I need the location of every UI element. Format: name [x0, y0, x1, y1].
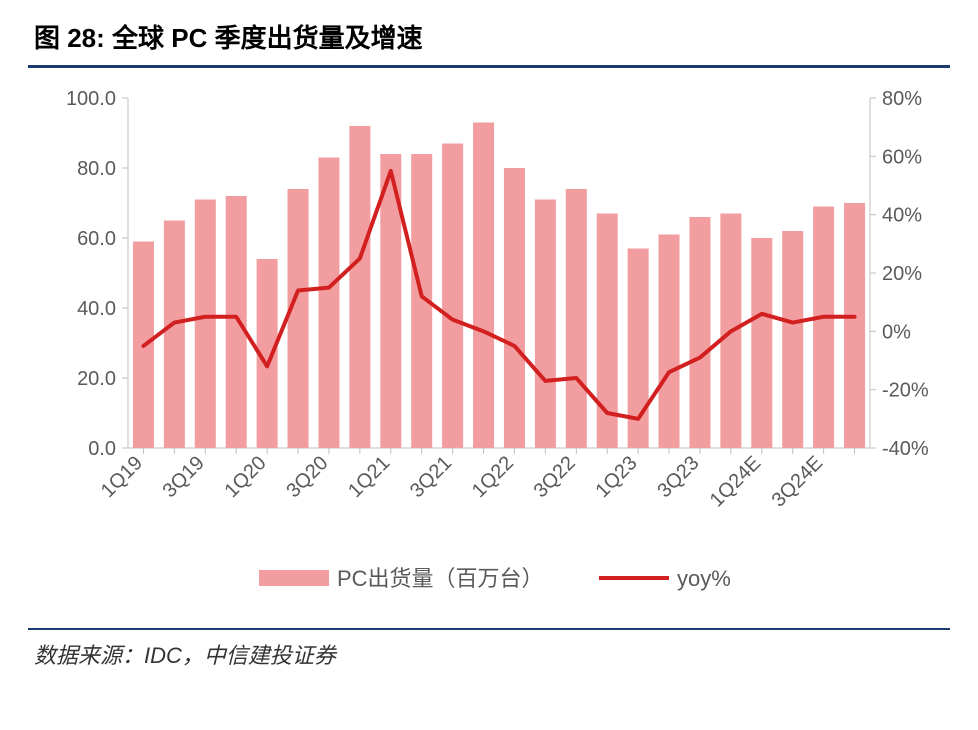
y-right-tick-label: 0%: [882, 321, 911, 343]
footer-rule: [28, 628, 950, 630]
y-right-tick-label: 20%: [882, 263, 922, 285]
x-tick-label: 3Q22: [530, 452, 580, 502]
bar: [659, 235, 680, 449]
chart-plot-area: 0.0 20.0 40.0 60.0 80.0 100.0 -40% -20% 0% 20% 40%…: [28, 68, 950, 628]
x-tick-label: 1Q24E: [706, 452, 766, 512]
bar: [349, 126, 370, 448]
x-tick-label: 3Q19: [159, 452, 209, 502]
bar: [318, 158, 339, 449]
bar: [566, 189, 587, 448]
figure-source: 数据来源：IDC，中信建投证券: [34, 638, 950, 670]
y-right-tick-label: -20%: [882, 380, 929, 402]
legend-line-label: yoy%: [677, 566, 731, 591]
bar: [164, 221, 185, 449]
bar: [195, 200, 216, 449]
x-tick-label: 3Q24E: [768, 452, 828, 512]
bar: [535, 200, 556, 449]
y-right-tick-label: -40%: [882, 438, 929, 460]
bar: [442, 144, 463, 449]
bar: [844, 203, 865, 448]
y-left-tick-label: 0.0: [88, 438, 116, 460]
y-left-tick-label: 100.0: [66, 88, 116, 110]
y-right-tick-label: 80%: [882, 88, 922, 110]
x-tick-label: 3Q20: [282, 452, 332, 502]
bar: [751, 238, 772, 448]
bar: [813, 207, 834, 449]
bar: [288, 189, 309, 448]
y-left-tick-label: 60.0: [77, 228, 116, 250]
legend-bar-label: PC出货量（百万台）: [337, 566, 544, 591]
x-tick-label: 3Q23: [653, 452, 703, 502]
y-left-tick-label: 40.0: [77, 298, 116, 320]
y-right-tick-label: 60%: [882, 146, 922, 168]
y-left-tick-label: 20.0: [77, 368, 116, 390]
y-left-tick-label: 80.0: [77, 158, 116, 180]
combo-chart-svg: 0.0 20.0 40.0 60.0 80.0 100.0 -40% -20% 0% 20% 40%…: [28, 68, 950, 628]
bar: [689, 217, 710, 448]
y-right-tick-label: 40%: [882, 205, 922, 227]
x-tick-label: 3Q21: [406, 452, 456, 502]
chart-figure: 图 28: 全球 PC 季度出货量及增速 0.0 20.0 40.0 60.0 80.0…: [0, 0, 978, 730]
x-tick-label: 1Q23: [592, 452, 642, 502]
bar: [782, 231, 803, 448]
figure-title: 图 28: 全球 PC 季度出货量及增速: [34, 18, 950, 55]
bar: [473, 123, 494, 449]
x-tick-label: 1Q22: [468, 452, 518, 502]
bar: [504, 168, 525, 448]
bar: [226, 196, 247, 448]
x-tick-label: 1Q20: [221, 452, 271, 502]
legend-bar-swatch: [259, 570, 329, 586]
x-tick-label: 1Q21: [344, 452, 394, 502]
yoy-line: [143, 171, 854, 419]
